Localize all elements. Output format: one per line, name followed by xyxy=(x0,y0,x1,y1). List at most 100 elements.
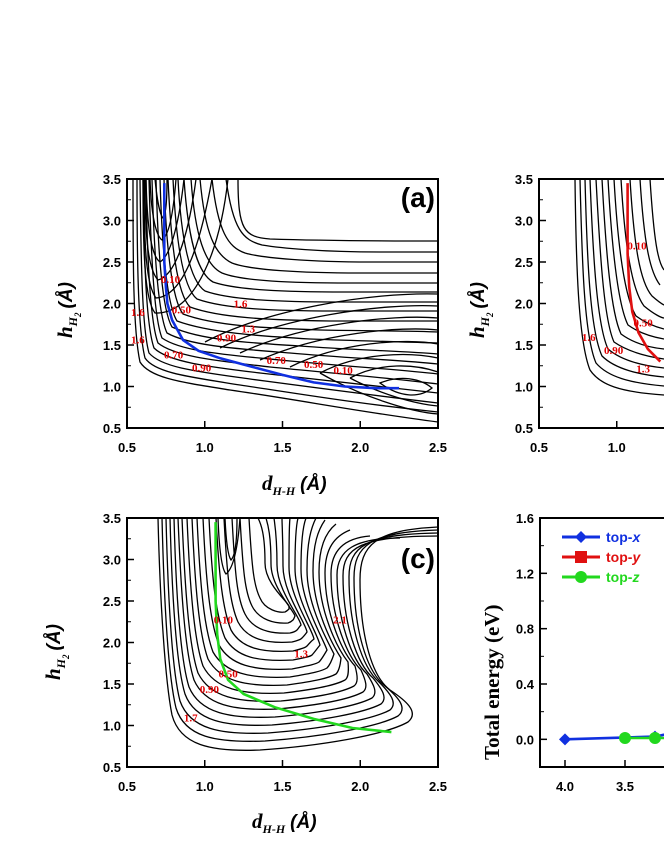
panel-c-ylabel: hH2(Å) xyxy=(41,624,71,680)
contour-label: 0.90 xyxy=(200,684,220,696)
x-tick-label: 0.5 xyxy=(118,779,136,794)
panel-b-frame xyxy=(538,178,664,429)
contour-label: 0.50 xyxy=(172,304,192,316)
square-marker xyxy=(575,551,587,563)
reaction-path-b xyxy=(626,183,662,363)
x-tick-label: 1.0 xyxy=(196,440,214,455)
x-tick-label: 0.5 xyxy=(118,440,136,455)
contour-label: 1.6 xyxy=(131,307,145,319)
x-tick-label: 4.0 xyxy=(556,779,574,794)
y-tick-label: 0.5 xyxy=(103,421,121,436)
y-tick-label: 0.0 xyxy=(516,732,534,747)
panel-c-axes: 0.5 1.0 1.5 2.0 2.5 0.5 1.0 1.5 2.0 2.5 3.0 3.5 xyxy=(103,511,447,794)
panel-c-xlabel: dH-H (Å) xyxy=(252,809,317,836)
panel-d-ylabel: Total energy (eV) xyxy=(480,604,504,760)
legend-label: top-z xyxy=(606,569,639,585)
contour-label: 0.50 xyxy=(634,318,654,330)
panel-b-ylabel: hH2(Å) xyxy=(465,282,495,338)
y-tick-label: 3.5 xyxy=(515,172,533,187)
x-tick-label: 2.5 xyxy=(429,779,447,794)
y-tick-label: 3.0 xyxy=(103,214,121,229)
contour-labels-b: 0.10 1.6 0.50 0.90 1.3 xyxy=(582,241,653,376)
x-tick-label: 1.0 xyxy=(196,779,214,794)
contour-label: 0.50 xyxy=(304,359,324,371)
y-tick-label: 2.5 xyxy=(103,594,121,609)
y-tick-label: 2.5 xyxy=(515,255,533,270)
panel-d: 0.00.40.81.21.64.03.53.0 top-xtop-ytop-z… xyxy=(480,511,664,794)
y-tick-label: 2.5 xyxy=(103,255,121,270)
y-tick-label: 1.0 xyxy=(103,380,121,395)
x-tick-label: 0.5 xyxy=(530,440,548,455)
reaction-path-c xyxy=(214,522,392,734)
legend-label: top-y xyxy=(606,549,641,565)
legend-label-axis: x xyxy=(631,529,641,545)
contour-label: 0.90 xyxy=(604,345,624,357)
diamond-marker xyxy=(559,733,571,746)
x-tick-label: 2.0 xyxy=(351,779,369,794)
y-tick-label: 2.0 xyxy=(515,297,533,312)
y-tick-label: 1.5 xyxy=(103,338,121,353)
y-tick-label: 0.5 xyxy=(103,760,121,775)
contour-label: 1.6 xyxy=(582,332,596,344)
y-tick-label: 1.6 xyxy=(516,511,534,526)
panel-b-contours xyxy=(574,179,664,396)
contour-label: 0.10 xyxy=(334,365,354,377)
contour-label: 0.90 xyxy=(192,363,212,375)
circle-marker xyxy=(619,731,631,744)
contour-label: 1.3 xyxy=(241,324,255,336)
panel-d-frame xyxy=(539,517,664,768)
contour-label: 0.10 xyxy=(627,241,647,253)
x-tick-label: 1.5 xyxy=(273,440,291,455)
reaction-path-a xyxy=(163,183,400,390)
panel-c-label: (c) xyxy=(401,543,435,574)
y-tick-label: 3.5 xyxy=(103,511,121,526)
contour-label: 1.3 xyxy=(636,363,650,375)
y-tick-label: 2.0 xyxy=(103,297,121,312)
y-tick-label: 1.5 xyxy=(515,338,533,353)
y-tick-label: 0.4 xyxy=(516,677,535,692)
circle-marker xyxy=(649,731,661,744)
x-tick-label: 3.5 xyxy=(616,779,634,794)
panel-a-axes: 0.5 1.0 1.5 2.0 2.5 0.5 1.0 1.5 2.0 2.5 3.0 3.5 xyxy=(103,172,447,455)
contour-label: 2.1 xyxy=(333,614,347,626)
panel-a-contours xyxy=(132,179,438,423)
x-tick-label: 2.5 xyxy=(429,440,447,455)
legend-label: top-x xyxy=(606,529,641,545)
y-tick-label: 1.2 xyxy=(516,566,534,581)
panel-b: 0.10 1.6 0.50 0.90 1.3 0.5 1.0 0.5 1.0 1.5 2.0 2.5… xyxy=(465,172,664,455)
contour-label: 0.10 xyxy=(214,614,234,626)
contour-labels-c: 0.10 2.1 1.3 0.50 0.90 1.7 xyxy=(184,614,347,724)
contour-label: 1.3 xyxy=(294,648,308,660)
contour-label: 0.70 xyxy=(267,355,287,367)
contour-label: 1.6 xyxy=(131,334,145,346)
y-tick-label: 1.0 xyxy=(103,719,121,734)
x-tick-label: 2.0 xyxy=(351,440,369,455)
panel-c-contours xyxy=(157,518,438,751)
contour-label: 0.50 xyxy=(218,668,238,680)
contour-label: 0.10 xyxy=(161,274,181,286)
x-tick-label: 1.0 xyxy=(608,440,626,455)
y-tick-label: 3.0 xyxy=(515,214,533,229)
contour-label: 0.90 xyxy=(217,333,237,345)
contour-labels-a: 0.10 1.6 0.50 1.6 1.6 1.3 0.90 0.70 0.90 0.70 0.50… xyxy=(131,274,353,377)
diamond-marker xyxy=(575,531,587,543)
circle-marker xyxy=(575,571,587,583)
contour-label: 1.7 xyxy=(184,712,198,724)
panel-d-series xyxy=(559,730,664,746)
panel-b-axes: 0.5 1.0 0.5 1.0 1.5 2.0 2.5 3.0 3.5 xyxy=(515,172,626,455)
legend-label-axis: y xyxy=(631,549,641,565)
panel-d-axes: 0.00.40.81.21.64.03.53.0 xyxy=(516,511,634,794)
y-tick-label: 0.5 xyxy=(515,421,533,436)
panel-a-ylabel: hH2(Å) xyxy=(53,282,83,338)
panel-a-xlabel: dH-H (Å) xyxy=(262,471,327,498)
y-tick-label: 2.0 xyxy=(103,636,121,651)
y-tick-label: 1.5 xyxy=(103,677,121,692)
y-tick-label: 3.0 xyxy=(103,553,121,568)
contour-label: 1.6 xyxy=(234,299,248,311)
panel-a-label: (a) xyxy=(401,182,435,213)
y-tick-label: 3.5 xyxy=(103,172,121,187)
panel-d-legend: top-x top-y top-z xyxy=(562,529,641,585)
y-tick-label: 1.0 xyxy=(515,380,533,395)
panel-a: 0.101.6 0.50 1.61.61.30.900.700.900.70 0.50… xyxy=(53,172,447,498)
